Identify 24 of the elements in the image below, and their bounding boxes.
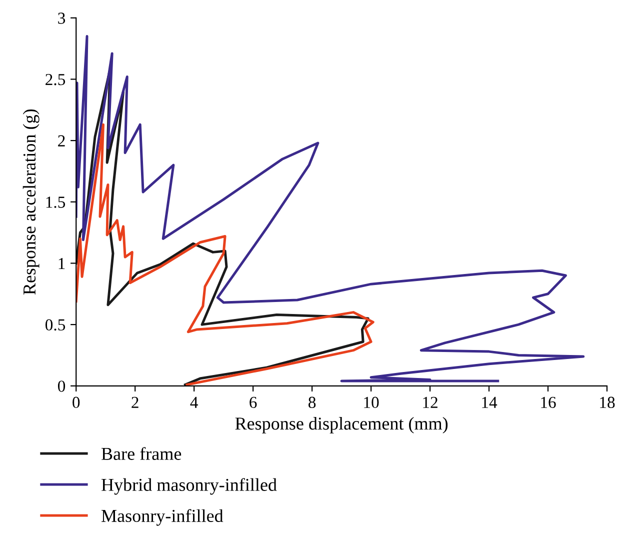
legend-label: Masonry-infilled — [102, 509, 224, 526]
x-tick-label: 10 — [364, 396, 379, 408]
line-series — [76, 35, 585, 382]
x-tick-label: 8 — [308, 396, 316, 408]
y-tick-label: 0.5 — [45, 319, 66, 331]
y-tick-label: 1.5 — [46, 196, 66, 208]
y-tick-label: 1 — [58, 258, 65, 270]
y-tick-label: 0 — [58, 380, 66, 392]
x-tick-label: 14 — [482, 396, 498, 408]
line-series — [76, 123, 374, 386]
y-axis-title: Response acceleration (g) — [22, 109, 40, 295]
legend-label: Bare frame — [102, 447, 182, 460]
x-axis-title: Response displacement (mm) — [235, 416, 448, 434]
x-tick-label: 16 — [541, 396, 556, 408]
x-tick-label: 0 — [72, 396, 80, 408]
x-tick-label: 4 — [190, 396, 198, 408]
y-tick-label: 2 — [58, 135, 65, 146]
y-tick-label: 3 — [58, 12, 66, 24]
x-tick-label: 6 — [250, 396, 257, 408]
x-tick-label: 18 — [600, 396, 615, 408]
x-tick-label: 12 — [423, 396, 438, 408]
legend-label: Hybrid masonry-infilled — [102, 478, 277, 495]
y-tick-label: 2.5 — [46, 74, 66, 86]
x-tick-label: 2 — [132, 396, 138, 408]
